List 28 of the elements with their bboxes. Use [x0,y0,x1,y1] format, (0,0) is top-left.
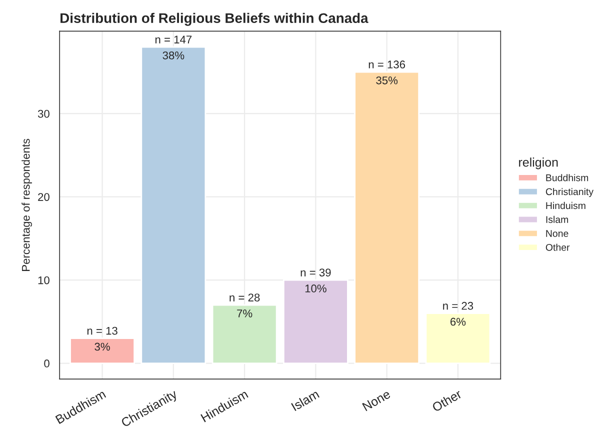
legend-label: None [546,230,568,237]
x-tick-label: Islam [290,389,320,412]
data-label: 35% [376,76,398,84]
x-tick-label: None [362,389,391,412]
legend-label: Other [546,244,570,251]
x-tick-label: Other [431,388,462,412]
y-tick-label: 10 [38,276,50,284]
data-label: 10% [305,284,326,292]
chart-title: Distribution of Religious Beliefs within Canada [60,12,368,26]
legend-label: Islam [546,216,568,223]
annotation: n = 136 [368,60,406,68]
y-tick-label: 30 [38,110,50,118]
annotation: n = 28 [230,294,260,302]
y-tick-label: 20 [38,193,50,201]
annotation: n = 23 [443,302,474,310]
data-label: 3% [94,342,110,351]
data-label: 6% [450,318,466,326]
annotation: n = 39 [300,268,331,276]
legend-label: Hinduism [546,202,586,210]
y-axis-title: Percentage of respondents [22,138,32,271]
legend-label: Buddhism [546,174,588,182]
legend-title: religion [519,158,558,170]
data-label: 38% [162,51,184,60]
annotation: n = 13 [87,326,118,335]
data-label: 7% [237,310,252,318]
legend-label: Christianity [546,188,594,198]
y-tick-label: 0 [44,360,50,368]
annotation: n = 147 [155,36,192,44]
